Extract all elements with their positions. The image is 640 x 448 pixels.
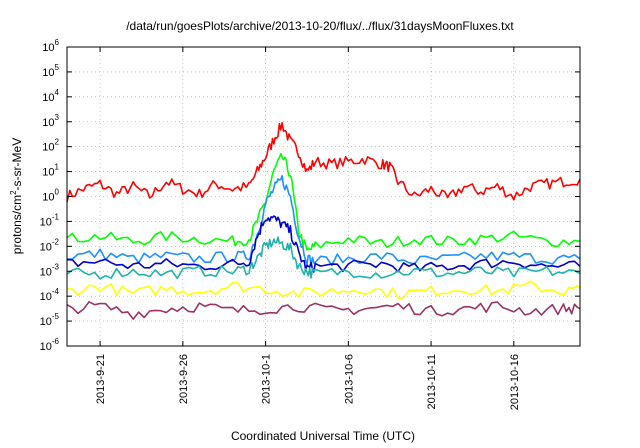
y-tick-label: 105 (42, 63, 59, 79)
series-line-3 (66, 215, 581, 273)
x-tick-label: 2013-10-1 (261, 354, 273, 404)
series-line-5 (66, 280, 581, 300)
x-tick-label: 2013-9-21 (95, 354, 107, 404)
grid (67, 47, 580, 346)
series-line-4 (66, 236, 581, 280)
y-tick-label: 106 (42, 38, 59, 54)
x-tick-label: 2013-10-6 (343, 354, 355, 404)
y-axis: 10-6 10-5 10-4 10-3 10-2 10-1 100 101 102 103 104 1… (40, 38, 580, 353)
y-tick-label: 100 (42, 188, 59, 204)
chart-title: /data/run/goesPlots/archive/2013-10-20/f… (126, 19, 514, 33)
y-tick-label: 10-4 (40, 287, 60, 303)
y-tick-label: 10-2 (40, 237, 60, 253)
y-tick-label: 10-1 (40, 212, 60, 228)
x-tick-label: 2013-9-26 (178, 354, 190, 404)
y-axis-label-sup: 2 (9, 190, 18, 195)
y-tick-label: 102 (42, 138, 59, 154)
x-tick-label: 2013-10-11 (426, 354, 438, 409)
series-line-1 (66, 152, 581, 251)
series-line-2 (66, 174, 581, 267)
x-axis-label: Coordinated Universal Time (UTC) (231, 429, 415, 443)
y-axis-label-main: protons/cm (10, 195, 24, 254)
y-tick-label: 10-3 (40, 262, 60, 278)
y-axis-label-rest: -s-sr-MeV (10, 138, 24, 191)
y-axis-label: protons/cm2-s-sr-MeV (9, 138, 24, 254)
x-axis: 2013-9-21 2013-9-26 2013-10-1 2013-10-6 2013… (95, 47, 521, 410)
series-line-0 (66, 122, 581, 203)
y-tick-label: 104 (42, 88, 59, 104)
series-layer (66, 122, 581, 320)
y-tick-label: 10-6 (40, 337, 60, 353)
y-tick-label: 103 (42, 113, 59, 129)
series-line-6 (66, 301, 581, 320)
y-tick-label: 101 (42, 163, 59, 179)
x-tick-label: 2013-10-16 (509, 354, 521, 410)
y-tick-label: 10-5 (40, 312, 60, 328)
